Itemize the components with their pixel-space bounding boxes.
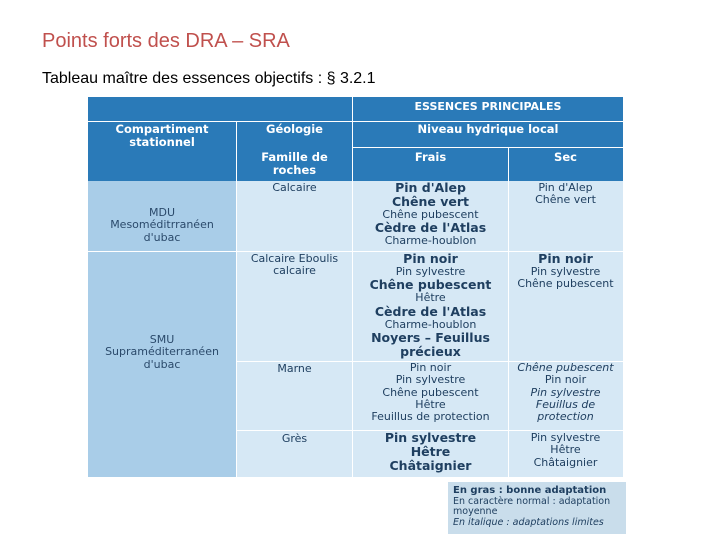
legend-box: En gras : bonne adaptation En caractère …	[448, 482, 626, 534]
column-divider	[352, 181, 353, 477]
species-item: Cèdre de l'Atlas	[374, 220, 487, 236]
row-divider	[88, 251, 623, 252]
species-item: Chêne pubescent	[382, 385, 479, 399]
group-header: ESSENCES PRINCIPALES	[353, 100, 623, 119]
species-item: Pin noir	[538, 251, 593, 266]
header-rule	[353, 147, 623, 148]
row-divider	[236, 430, 623, 431]
fresh-cell: Pin d'Alep Chêne vert Chêne pubescent Cè…	[353, 181, 508, 248]
species-item: Pin noir	[544, 373, 587, 387]
species-item: Pin sylvestre	[530, 265, 601, 278]
rock-cell: Marne	[236, 362, 353, 375]
species-item: Hêtre	[550, 443, 581, 457]
column-divider	[508, 181, 509, 477]
species-item: Pin d'Alep	[538, 181, 593, 194]
header-dry-label: Sec	[554, 150, 577, 164]
slide-subtitle: Tableau maître des essences objectifs : …	[42, 70, 376, 87]
group-header-label: ESSENCES PRINCIPALES	[414, 100, 562, 113]
species-item: Pin sylvestre	[530, 431, 601, 444]
header-fresh-label: Frais	[414, 150, 447, 164]
species-item: Charme-houblon	[384, 234, 477, 248]
species-table: ESSENCES PRINCIPALES Compartiment statio…	[88, 97, 623, 477]
row-divider	[236, 361, 623, 362]
body-background	[236, 181, 623, 477]
zone-smu-label: SMU Supraméditerranéen d'ubac	[105, 333, 219, 371]
species-item: Pin sylvestre	[530, 385, 601, 399]
header-dry: Sec	[508, 151, 623, 167]
legend-italic: En italique : adaptations limites	[453, 517, 604, 529]
header-water: Niveau hydrique local	[353, 123, 623, 139]
header-family-label: Famille de roches	[261, 150, 328, 177]
rock-label: Marne	[277, 362, 312, 375]
header-fresh: Frais	[353, 151, 508, 167]
header-geology-label: Géologie	[266, 122, 323, 136]
zone-mdu-label: MDU Mesoméditrranéen d'ubac	[110, 206, 214, 244]
species-item: Noyers – Feuillus précieux	[371, 329, 490, 359]
slide-title: Points forts des DRA – SRA	[42, 30, 290, 52]
fresh-cell: Pin noir Pin sylvestre Chêne pubescent H…	[353, 361, 508, 424]
species-item: Chêne vert	[391, 194, 470, 209]
header-compartment-label: Compartiment stationnel	[115, 122, 209, 149]
species-item: Pin noir	[409, 361, 452, 374]
species-item: Chêne pubescent	[382, 208, 479, 221]
header-water-label: Niveau hydrique local	[417, 122, 559, 136]
legend-bold: En gras : bonne adaptation	[453, 485, 607, 496]
fresh-cell: Pin noir Pin sylvestre Chêne pubescent H…	[353, 252, 508, 359]
species-item: Hêtre	[410, 444, 451, 459]
fresh-cell: Pin sylvestre Hêtre Châtaignier	[353, 431, 508, 473]
species-item: Chêne pubescent	[369, 277, 492, 293]
zone-mdu: MDU Mesoméditrranéen d'ubac	[88, 181, 236, 251]
header-rule	[508, 147, 509, 181]
species-item: Cèdre de l'Atlas	[374, 303, 487, 319]
rock-label: Calcaire	[272, 181, 317, 194]
species-item: Châtaignier	[533, 455, 598, 469]
species-item: Pin d'Alep	[395, 180, 466, 195]
species-item: Feuillus de protection	[371, 410, 490, 424]
rock-cell: Grès	[236, 432, 353, 445]
species-item: Chêne pubescent	[517, 277, 614, 291]
rock-label: Grès	[281, 432, 308, 445]
species-item: Charme-houblon	[384, 317, 477, 331]
species-item: Pin sylvestre	[384, 430, 477, 445]
species-item: Pin sylvestre	[395, 373, 466, 387]
header-geology: Géologie	[236, 123, 353, 139]
species-item: Chêne vert	[535, 193, 596, 207]
header-family: Famille de roches	[236, 151, 353, 181]
header-rule	[88, 121, 623, 122]
species-item: Hêtre	[415, 291, 446, 305]
header-compartment: Compartiment stationnel	[88, 123, 236, 153]
dry-cell: Pin d'Alep Chêne vert	[508, 181, 623, 207]
header-rule	[352, 97, 353, 181]
column-divider	[236, 181, 237, 477]
species-item: Châtaignier	[389, 458, 472, 473]
rock-label: Calcaire Eboulis calcaire	[250, 252, 339, 278]
species-item: Hêtre	[415, 397, 446, 411]
species-item: Pin noir	[403, 251, 458, 266]
species-item: Pin sylvestre	[395, 265, 466, 278]
rock-cell: Calcaire Eboulis calcaire	[236, 252, 353, 278]
dry-cell: Chêne pubescent Pin noir Pin sylvestre F…	[508, 361, 623, 424]
dry-cell: Pin sylvestre Hêtre Châtaignier	[508, 431, 623, 469]
dry-cell: Pin noir Pin sylvestre Chêne pubescent	[508, 252, 623, 291]
header-rule	[236, 121, 237, 181]
species-item: Chêne pubescent	[517, 361, 614, 374]
rock-cell: Calcaire	[236, 181, 353, 194]
zone-smu: SMU Supraméditerranéen d'ubac	[88, 252, 236, 477]
species-item: Feuillus de protection	[535, 397, 596, 424]
legend-normal: En caractère normal : adaptation moyenne	[453, 495, 611, 518]
